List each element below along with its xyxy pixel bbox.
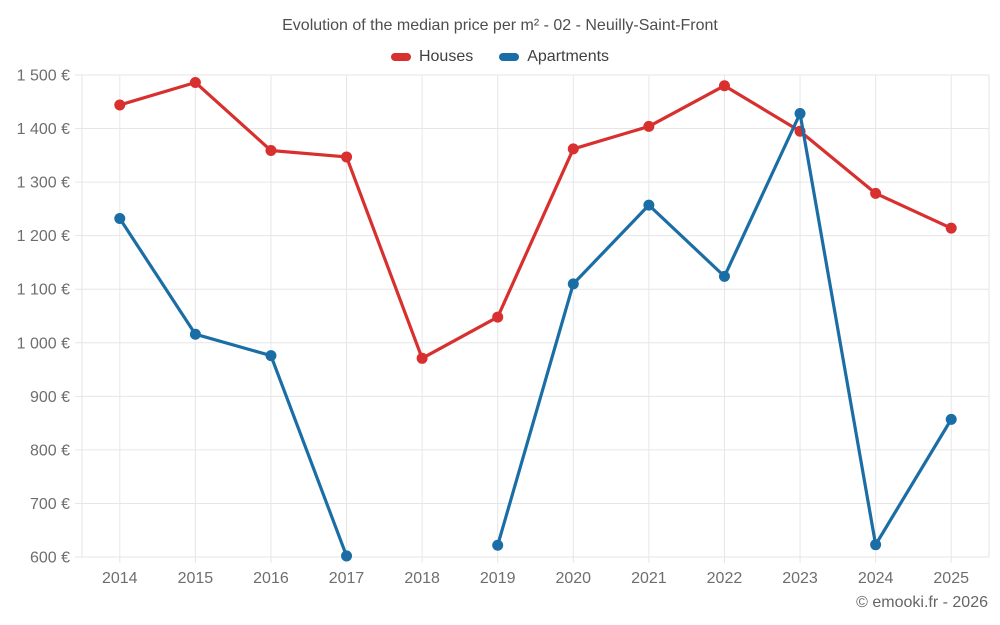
x-axis-tick-label: 2015 bbox=[178, 570, 214, 587]
houses-point-2016[interactable] bbox=[265, 145, 277, 157]
apartments-point-2024[interactable] bbox=[870, 539, 882, 551]
apartments-point-2020[interactable] bbox=[567, 278, 579, 290]
houses-point-2017[interactable] bbox=[341, 151, 353, 163]
houses-line bbox=[118, 80, 953, 360]
apartments-point-2014[interactable] bbox=[114, 213, 126, 225]
houses-legend-swatch bbox=[390, 53, 411, 61]
apartments-line bbox=[118, 216, 349, 558]
houses-point-2022[interactable] bbox=[718, 80, 730, 92]
y-axis-tick-label: 1 000 € bbox=[17, 335, 70, 352]
x-axis-tick-label: 2014 bbox=[102, 570, 138, 587]
houses-point-2020[interactable] bbox=[567, 143, 579, 155]
copyright-text: © emooki.fr - 2026 bbox=[856, 594, 988, 611]
x-axis-tick-label: 2020 bbox=[555, 570, 591, 587]
y-axis-tick-label: 600 € bbox=[30, 550, 70, 567]
y-axis-tick-label: 1 500 € bbox=[17, 68, 70, 85]
y-axis-tick-label: 900 € bbox=[30, 389, 70, 406]
y-axis-tick-label: 1 100 € bbox=[17, 282, 70, 299]
apartments-point-2023[interactable] bbox=[794, 108, 806, 120]
y-axis-tick-label: 1 200 € bbox=[17, 228, 70, 245]
legend-item-houses[interactable]: Houses bbox=[390, 48, 474, 66]
x-axis-tick-label: 2017 bbox=[329, 570, 365, 587]
apartments-legend-label: Apartments bbox=[527, 48, 610, 65]
houses-point-2025[interactable] bbox=[945, 222, 957, 234]
houses-point-2015[interactable] bbox=[189, 76, 201, 88]
houses-point-2024[interactable] bbox=[870, 187, 882, 199]
y-axis-tick-label: 1 300 € bbox=[17, 175, 70, 192]
chart-title: Evolution of the median price per m² - 0… bbox=[282, 17, 718, 34]
y-axis-tick-label: 800 € bbox=[30, 442, 70, 459]
legend-item-apartments[interactable]: Apartments bbox=[499, 48, 609, 66]
y-axis-tick-label: 700 € bbox=[30, 496, 70, 513]
apartments-point-2025[interactable] bbox=[945, 413, 957, 425]
apartments-point-2016[interactable] bbox=[265, 350, 277, 362]
houses-point-2021[interactable] bbox=[643, 120, 655, 132]
apartments-point-2022[interactable] bbox=[718, 270, 730, 282]
x-axis-tick-label: 2023 bbox=[782, 570, 818, 587]
x-axis-tick-label: 2025 bbox=[933, 570, 969, 587]
x-axis-tick-label: 2019 bbox=[480, 570, 516, 587]
x-axis-tick-label: 2016 bbox=[253, 570, 289, 587]
x-axis-tick-label: 2018 bbox=[404, 570, 440, 587]
houses-legend-label: Houses bbox=[418, 48, 474, 65]
apartments-point-2019[interactable] bbox=[492, 539, 504, 551]
houses-point-2019[interactable] bbox=[492, 311, 504, 323]
houses-point-2018[interactable] bbox=[416, 352, 428, 364]
apartments-point-2017[interactable] bbox=[341, 550, 353, 562]
apartments-legend-swatch bbox=[499, 53, 520, 61]
x-axis-tick-label: 2024 bbox=[858, 570, 894, 587]
houses-point-2014[interactable] bbox=[114, 99, 126, 111]
apartments-point-2021[interactable] bbox=[643, 199, 655, 211]
chart-legend: Houses Apartments bbox=[0, 46, 1000, 68]
apartments-point-2015[interactable] bbox=[189, 328, 201, 340]
y-axis-tick-label: 1 400 € bbox=[17, 121, 70, 138]
x-axis-tick-label: 2021 bbox=[631, 570, 667, 587]
x-axis-tick-label: 2022 bbox=[707, 570, 743, 587]
